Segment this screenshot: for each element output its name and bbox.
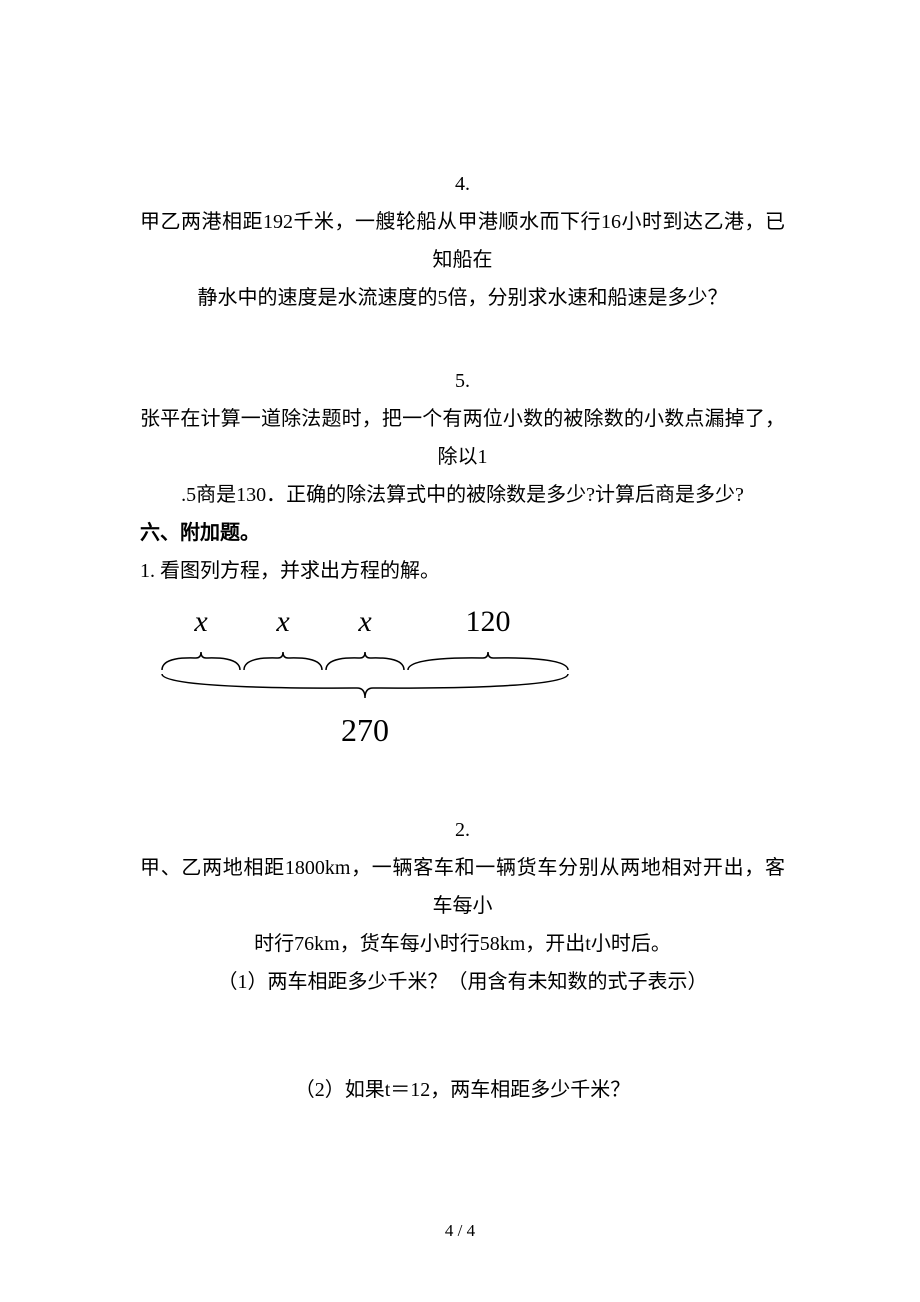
q5-number: 5. [140, 362, 785, 400]
section6-q2-sub1: （1）两车相距多少千米？（用含有未知数的式子表示） [140, 963, 785, 1001]
q5-line2: .5商是130．正确的除法算式中的被除数是多少?计算后商是多少? [140, 476, 785, 514]
diagram-top-brace-2 [324, 650, 406, 672]
q5-line1: 张平在计算一道除法题时，把一个有两位小数的被除数的小数点漏掉了，除以1 [140, 400, 785, 476]
section6-q2-sub2: （2）如果t＝12，两车相距多少千米？ [140, 1071, 785, 1109]
section6-q2-line1: 甲、乙两地相距1800km，一辆客车和一辆货车分别从两地相对开出，客车每小 [140, 849, 785, 925]
section6-q1-text: 1. 看图列方程，并求出方程的解。 [140, 552, 785, 590]
diagram-seg-label-1: x [242, 593, 324, 650]
section6-title: 六、附加题。 [140, 514, 785, 552]
diagram-top-brace-0 [160, 650, 242, 672]
diagram-seg-label-3: 120 [406, 593, 570, 650]
equation-diagram: xxx120 270 [140, 610, 785, 761]
diagram-seg-label-2: x [324, 593, 406, 650]
diagram-total-label: 270 [160, 700, 570, 761]
q4-number: 4. [140, 165, 785, 203]
diagram-seg-label-0: x [160, 593, 242, 650]
q4-line1: 甲乙两港相距192千米，一艘轮船从甲港顺水而下行16小时到达乙港，已知船在 [140, 203, 785, 279]
section6-q2-line2: 时行76km，货车每小时行58km，开出t小时后。 [140, 925, 785, 963]
page-footer: 4 / 4 [0, 1215, 920, 1247]
diagram-top-brace-1 [242, 650, 324, 672]
diagram-bottom-brace [160, 672, 570, 700]
q4-line2: 静水中的速度是水流速度的5倍，分别求水速和船速是多少？ [140, 279, 785, 317]
section6-q2-number: 2. [140, 811, 785, 849]
diagram-top-brace-3 [406, 650, 570, 672]
